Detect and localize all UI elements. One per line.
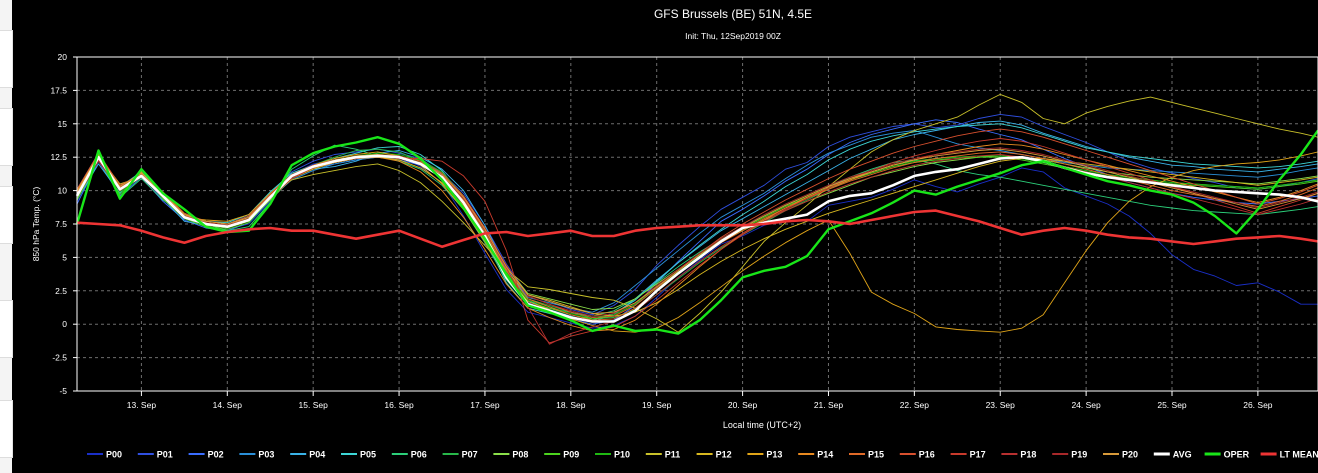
legend-label: LT MEAN xyxy=(1280,450,1318,460)
y-tick-label: 2.5 xyxy=(55,286,67,296)
chart-series xyxy=(75,93,1318,345)
x-tick-label: 17. Sep xyxy=(470,400,500,410)
x-tick-label: 25. Sep xyxy=(1157,400,1187,410)
y-tick-label: 0 xyxy=(62,319,67,329)
legend-item-p20[interactable]: P20 xyxy=(1103,450,1138,460)
legend-label: OPER xyxy=(1224,450,1250,460)
legend-label: P02 xyxy=(208,450,224,460)
series-line-p04 xyxy=(76,120,1318,322)
legend-label: P20 xyxy=(1122,450,1138,460)
legend-item-avg[interactable]: AVG xyxy=(1153,450,1192,460)
legend-item-p19[interactable]: P19 xyxy=(1052,450,1087,460)
legend-item-oper[interactable]: OPER xyxy=(1204,450,1250,460)
legend-item-p16[interactable]: P16 xyxy=(899,450,935,460)
legend-item-p11[interactable]: P11 xyxy=(645,450,681,460)
legend-item-p09[interactable]: P09 xyxy=(544,450,579,460)
y-tick-label: 20 xyxy=(58,52,68,62)
y-axis-label: 850 hPa Temp. (°C) xyxy=(31,187,41,262)
legend: P00 P01 P02 P03 P04 P05 P06 P07 P08 P09 P10 P11 P12 P… xyxy=(87,450,1318,460)
legend-label: P12 xyxy=(716,450,732,460)
series-line-p02 xyxy=(76,119,1318,325)
legend-label: P04 xyxy=(309,450,325,460)
x-tick-label: 15. Sep xyxy=(299,400,329,410)
series-line-oper xyxy=(75,129,1318,335)
x-tick-label: 16. Sep xyxy=(384,400,414,410)
legend-label: P16 xyxy=(919,450,935,460)
x-tick-label: 23. Sep xyxy=(986,400,1016,410)
legend-label: P09 xyxy=(563,450,579,460)
legend-label: P13 xyxy=(766,450,782,460)
legend-item-p01[interactable]: P01 xyxy=(137,450,173,460)
legend-label: P07 xyxy=(462,450,478,460)
legend-label: P15 xyxy=(868,450,884,460)
y-tick-label: -5 xyxy=(59,386,67,396)
legend-label: P08 xyxy=(512,450,528,460)
legend-label: P00 xyxy=(106,450,122,460)
legend-item-p07[interactable]: P07 xyxy=(442,450,478,460)
legend-item-p08[interactable]: P08 xyxy=(493,450,528,460)
x-tick-label: 20. Sep xyxy=(728,400,758,410)
legend-label: P18 xyxy=(1020,450,1036,460)
legend-item-p03[interactable]: P03 xyxy=(239,450,274,460)
legend-item-p10[interactable]: P10 xyxy=(595,450,630,460)
legend-item-p18[interactable]: P18 xyxy=(1001,450,1036,460)
legend-label: P10 xyxy=(614,450,630,460)
plot-frame xyxy=(76,56,1318,392)
x-tick-label: 21. Sep xyxy=(814,400,844,410)
legend-label: P01 xyxy=(157,450,173,460)
legend-item-lt-mean[interactable]: LT MEAN xyxy=(1260,450,1318,460)
legend-label: P03 xyxy=(258,450,274,460)
x-tick-label: 18. Sep xyxy=(556,400,586,410)
legend-item-p05[interactable]: P05 xyxy=(341,450,376,460)
legend-item-p14[interactable]: P14 xyxy=(798,450,833,460)
legend-item-p00[interactable]: P00 xyxy=(87,450,122,460)
x-tick-label: 19. Sep xyxy=(642,400,672,410)
y-tick-label: 10 xyxy=(58,186,68,196)
x-tick-label: 22. Sep xyxy=(900,400,930,410)
series-line-lt-mean xyxy=(76,209,1318,248)
legend-label: AVG xyxy=(1173,450,1192,460)
x-tick-label: 26. Sep xyxy=(1243,400,1273,410)
legend-label: P17 xyxy=(970,450,986,460)
left-edge-tab xyxy=(0,30,13,88)
x-tick-label: 14. Sep xyxy=(213,400,243,410)
series-line-avg xyxy=(75,154,1318,323)
left-edge-tab xyxy=(0,300,13,358)
chart-subtitle: Init: Thu, 12Sep2019 00Z xyxy=(685,31,781,41)
legend-item-p15[interactable]: P15 xyxy=(849,450,884,460)
y-tick-label: -2.5 xyxy=(52,353,67,363)
x-axis-label: Local time (UTC+2) xyxy=(723,420,801,430)
y-tick-label: 7.5 xyxy=(55,219,67,229)
legend-item-p12[interactable]: P12 xyxy=(696,450,732,460)
x-tick-label: 13. Sep xyxy=(127,400,157,410)
y-tick-label: 15 xyxy=(58,119,68,129)
legend-label: P06 xyxy=(411,450,427,460)
legend-item-p17[interactable]: P17 xyxy=(950,450,986,460)
legend-item-p02[interactable]: P02 xyxy=(188,450,224,460)
y-tick-label: 12.5 xyxy=(50,152,67,162)
legend-item-p13[interactable]: P13 xyxy=(747,450,782,460)
legend-label: P11 xyxy=(665,450,681,460)
legend-item-p06[interactable]: P06 xyxy=(391,450,427,460)
left-window-edge xyxy=(0,0,13,473)
x-tick-label: 24. Sep xyxy=(1071,400,1101,410)
chart-grid xyxy=(77,57,1318,391)
legend-item-p04[interactable]: P04 xyxy=(290,450,325,460)
left-edge-tab xyxy=(0,186,13,244)
chart-title: GFS Brussels (BE) 51N, 4.5E xyxy=(654,7,812,21)
y-tick-label: 17.5 xyxy=(50,85,67,95)
legend-label: P05 xyxy=(360,450,376,460)
left-edge-tab xyxy=(0,108,13,166)
legend-label: P14 xyxy=(817,450,833,460)
x-axis-ticks: 13. Sep 14. Sep 15. Sep 16. Sep 17. Sep 18. S… xyxy=(127,391,1273,410)
y-tick-label: 5 xyxy=(62,252,67,262)
y-axis-ticks: 20 17.5 15 12.5 10 7.5 5 2.5 0 -2.5 -5 xyxy=(50,52,77,396)
left-edge-tab xyxy=(0,400,13,458)
legend-label: P19 xyxy=(1071,450,1087,460)
